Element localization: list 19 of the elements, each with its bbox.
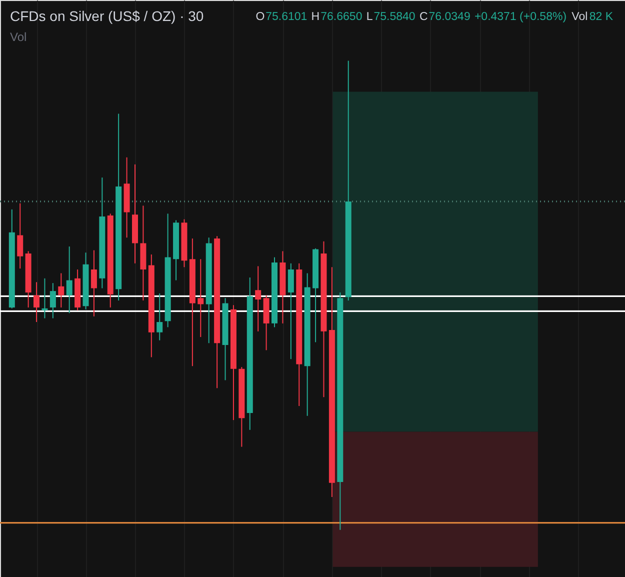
- text: C76.0349: [419, 11, 470, 23]
- text: H76.6650: [311, 11, 362, 23]
- text: L75.5840: [366, 11, 416, 23]
- candlestick: [34, 282, 40, 323]
- candlestick: [198, 258, 204, 338]
- candlestick: [58, 272, 64, 308]
- candlestick: [66, 246, 72, 314]
- chart-subtitle: Vol: [10, 30, 27, 44]
- candlestick: [288, 262, 294, 360]
- candlestick: [50, 282, 56, 319]
- text: +0.4371 (+0.58%): [474, 11, 567, 23]
- candlestick: [17, 202, 24, 270]
- text: Vol82 K: [572, 11, 614, 23]
- candlestick: [90, 250, 97, 317]
- candlestick: [255, 266, 262, 332]
- text: O75.6101: [256, 11, 308, 23]
- candlestick: [156, 292, 163, 341]
- candlestick: [42, 278, 48, 319]
- chart-title: CFDs on Silver (US$ / OZ) · 30: [10, 8, 204, 24]
